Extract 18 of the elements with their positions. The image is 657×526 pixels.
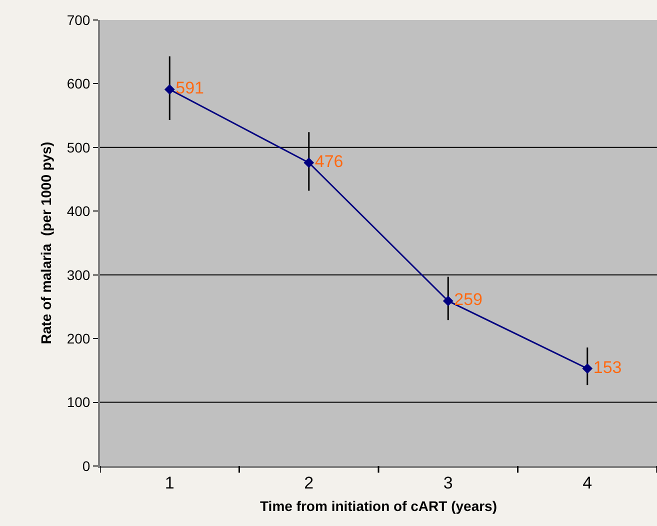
y-tick-label: 400 [66, 203, 90, 220]
data-label: 259 [454, 290, 483, 310]
x-tick-label: 3 [443, 473, 453, 492]
x-tick-label: 4 [582, 473, 592, 492]
data-label: 476 [314, 152, 344, 171]
y-tick-label: 600 [66, 76, 90, 92]
data-label: 591 [176, 78, 204, 98]
y-axis-title: Rate of malaria (per 1000 pys) [38, 142, 54, 344]
y-tick-label: 700 [66, 12, 90, 28]
x-tick-label: 1 [164, 473, 174, 492]
x-axis-title: Time from initiation of cART (years) [260, 498, 497, 514]
x-tick-label: 2 [304, 473, 314, 492]
y-tick-label: 0 [82, 458, 90, 474]
y-tick-label: 200 [66, 330, 90, 346]
y-tick-label: 500 [66, 139, 90, 156]
data-label: 153 [593, 358, 622, 377]
y-tick-label: 300 [66, 266, 90, 283]
y-tick-label: 100 [66, 394, 90, 410]
